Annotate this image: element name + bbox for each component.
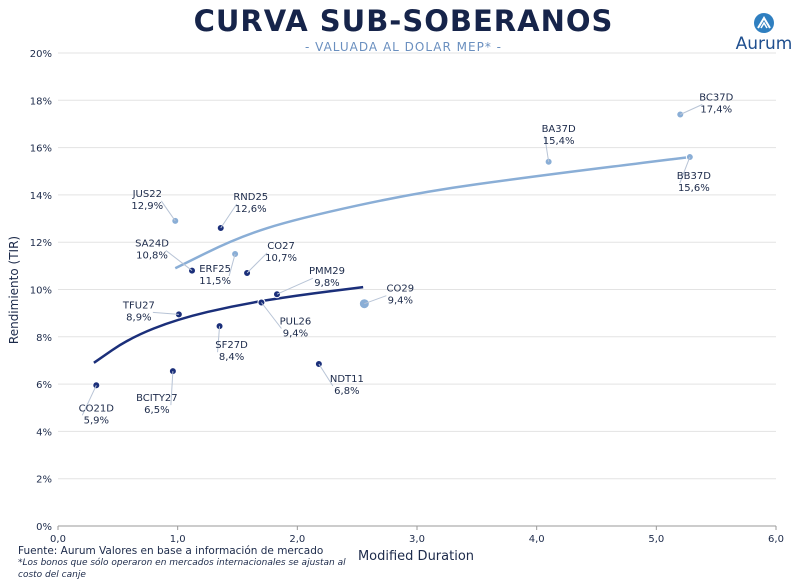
leader-line <box>81 385 97 416</box>
point-name-label: PUL26 <box>280 317 312 328</box>
point-name-label: RND25 <box>233 192 268 203</box>
x-tick-label: 5,0 <box>648 534 664 545</box>
point-name-label: SA24D <box>135 239 169 250</box>
y-tick-label: 4% <box>36 427 52 438</box>
trend-lines <box>93 155 690 364</box>
point-value-label: 12,9% <box>131 201 163 212</box>
point-name-label: SF27D <box>215 340 248 351</box>
footnote: *Los bonos que sólo operaron en mercados… <box>18 558 346 580</box>
source-note: Fuente: Aurum Valores en base a informac… <box>18 545 324 557</box>
y-tick-label: 2% <box>36 475 52 486</box>
point-value-label: 6,8% <box>334 386 359 397</box>
y-tick-label: 20% <box>30 49 52 60</box>
leader-line <box>228 253 236 277</box>
trend-curve <box>174 155 690 270</box>
point-name-label: CO21D <box>79 403 115 414</box>
point-value-label: 9,4% <box>388 296 413 307</box>
point-value-label: 8,9% <box>126 312 151 323</box>
point-value-label: 17,4% <box>700 104 732 115</box>
point-name-label: BCITY27 <box>136 393 178 404</box>
point-value-label: 12,6% <box>235 204 267 215</box>
y-tick-label: 10% <box>30 286 52 297</box>
trend-curve <box>93 285 364 364</box>
point-name-label: CO27 <box>267 241 295 252</box>
y-axis-label: Rendimiento (TIR) <box>7 236 21 344</box>
brand-logo: Aurum <box>729 12 799 58</box>
x-tick-label: 1,0 <box>170 534 186 545</box>
point-value-label: 10,8% <box>136 251 168 262</box>
point-name-label: ERF25 <box>199 264 231 275</box>
y-tick-label: 18% <box>30 96 52 107</box>
leader-line <box>318 363 334 387</box>
point-name-label: PMM29 <box>309 266 345 277</box>
x-tick-label: 3,0 <box>409 534 425 545</box>
aurum-logo-icon <box>754 13 774 33</box>
leader-line <box>217 326 221 353</box>
point-value-label: 15,6% <box>678 183 710 194</box>
point-value-label: 11,5% <box>199 276 231 287</box>
leader-line <box>220 203 238 229</box>
point-value-label: 9,8% <box>314 278 339 289</box>
point-value-label: 9,4% <box>283 329 308 340</box>
leader-line <box>246 252 268 274</box>
point-name-label: NDT11 <box>330 374 364 385</box>
y-tick-label: 14% <box>30 191 52 202</box>
x-tick-label: 6,0 <box>768 534 784 545</box>
leader-line <box>160 200 176 222</box>
x-axis-label: Modified Duration <box>358 549 474 564</box>
y-tick-label: 16% <box>30 144 52 155</box>
y-tick-label: 8% <box>36 333 52 344</box>
chart-title: CURVA SUB-SOBERANOS <box>193 4 614 38</box>
data-points <box>92 110 694 390</box>
leader-line <box>261 302 282 329</box>
point-name-label: CO29 <box>387 284 415 295</box>
point-name-label: JUS22 <box>132 189 162 200</box>
point-name-label: TFU27 <box>122 300 155 311</box>
x-tick-label: 0,0 <box>50 534 66 545</box>
point-value-label: 8,4% <box>219 352 244 363</box>
point-value-label: 6,5% <box>144 405 169 416</box>
leader-line <box>679 156 691 184</box>
axes: 0% 2% 4% 6% 8% 10% 12% 14% 16% 18% 20% 0,0 1,0 2,0 3,0… <box>30 49 784 545</box>
point-name-label: BA37D <box>542 124 576 135</box>
x-tick-label: 4,0 <box>529 534 545 545</box>
point-name-label: BC37D <box>699 92 733 103</box>
point-value-label: 15,4% <box>543 136 575 147</box>
leader-line <box>152 311 179 315</box>
leader-line <box>544 135 550 162</box>
brand-name: Aurum <box>735 34 793 54</box>
point-value-label: 10,7% <box>265 253 297 264</box>
x-tick-label: 2,0 <box>289 534 305 545</box>
footer: Fuente: Aurum Valores en base a informac… <box>18 545 348 581</box>
leader-line <box>680 104 703 115</box>
leader-line <box>364 295 387 305</box>
chart-subtitle: - VALUADA AL DOLAR MEP* - <box>305 40 502 54</box>
leader-line <box>276 277 314 295</box>
leader-line <box>165 250 193 271</box>
leader-line <box>170 371 174 406</box>
y-tick-label: 0% <box>36 522 52 533</box>
point-value-label: 5,9% <box>84 415 109 426</box>
y-tick-label: 12% <box>30 238 52 249</box>
point-name-label: BB37D <box>677 171 711 182</box>
y-tick-label: 6% <box>36 380 52 391</box>
